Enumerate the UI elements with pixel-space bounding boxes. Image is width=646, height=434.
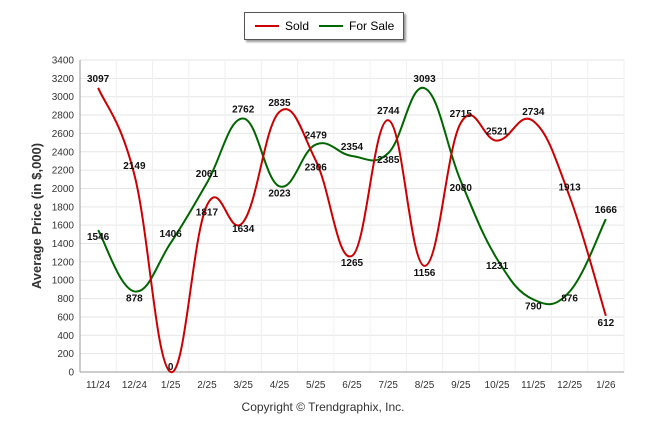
data-label-sold: 2306 [305,162,328,173]
data-label-for-sale: 2080 [450,183,473,194]
data-label-sold: 2744 [377,106,400,117]
series-line-sold [97,87,607,374]
data-label-sold: 2734 [522,107,545,118]
data-label-for-sale: 2023 [268,188,291,199]
y-axis-title: Average Price (in $,000) [29,143,44,289]
data-label-sold: 2149 [123,161,146,172]
x-tick-label: 12/25 [557,380,582,391]
data-label-for-sale: 790 [525,302,542,313]
data-label-sold: 1265 [341,258,364,269]
x-tick-label: 3/25 [233,380,253,391]
data-label-for-sale: 2385 [377,155,400,166]
y-tick-label: 1000 [52,276,75,287]
y-tick-label: 2800 [52,111,75,122]
data-label-sold: 2835 [268,98,291,109]
x-tick-label: 2/25 [197,380,217,391]
y-tick-label: 3000 [52,92,75,103]
y-tick-label: 400 [57,331,74,342]
data-label-for-sale: 2061 [196,169,219,180]
x-tick-label: 1/26 [596,380,616,391]
data-label-sold: 1913 [558,182,581,193]
data-label-sold: 612 [598,318,615,329]
legend-swatch-sold [255,25,279,27]
data-label-for-sale: 1406 [160,229,183,240]
x-tick-label: 7/25 [379,380,399,391]
legend-label-for-sale: For Sale [349,19,395,33]
y-tick-label: 3200 [52,74,75,85]
x-tick-label: 11/25 [521,380,546,391]
y-tick-label: 1800 [52,202,75,213]
y-tick-label: 2200 [52,166,75,177]
y-tick-label: 3400 [52,56,75,67]
x-tick-label: 4/25 [270,380,290,391]
data-label-sold: 2715 [450,109,473,120]
y-tick-label: 1400 [52,239,75,250]
data-label-sold: 1817 [196,207,219,218]
y-tick-label: 0 [68,368,74,379]
data-label-sold: 0 [168,362,174,373]
data-label-for-sale: 878 [126,293,143,304]
x-tick-label: 1/25 [161,380,181,391]
y-tick-label: 2000 [52,184,75,195]
x-tick-label: 6/25 [342,380,362,391]
x-tick-label: 10/25 [485,380,510,391]
y-tick-label: 2400 [52,147,75,158]
data-label-for-sale: 1666 [595,205,618,216]
series-line-for-sale [97,87,607,306]
data-label-for-sale: 3093 [413,74,436,85]
y-tick-label: 200 [57,349,74,360]
y-tick-label: 1200 [52,257,75,268]
data-label-sold: 1156 [414,268,436,279]
legend-swatch-for-sale [319,25,343,27]
data-label-for-sale: 2354 [341,142,364,153]
data-label-sold: 2521 [486,127,509,138]
x-tick-label: 8/25 [415,380,435,391]
y-tick-label: 1600 [52,221,75,232]
data-label-for-sale: 876 [561,294,578,305]
x-tick-label: 11/24 [86,380,111,391]
y-tick-label: 600 [57,312,74,323]
legend-label-sold: Sold [285,19,310,33]
y-tick-label: 2600 [52,129,75,140]
data-label-for-sale: 2762 [232,105,255,116]
data-label-for-sale: 2479 [305,131,328,142]
data-label-sold: 1634 [232,224,255,235]
copyright-text: Copyright © Trendgraphix, Inc. [241,400,405,414]
x-tick-label: 9/25 [451,380,471,391]
y-tick-label: 800 [57,294,74,305]
data-label-for-sale: 1546 [87,232,110,243]
data-label-for-sale: 1231 [486,261,509,272]
x-tick-label: 12/24 [122,380,147,391]
legend: Sold For Sale [244,12,404,40]
data-label-sold: 3097 [87,74,110,85]
x-tick-label: 5/25 [306,380,326,391]
